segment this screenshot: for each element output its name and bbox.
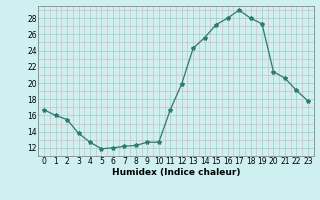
X-axis label: Humidex (Indice chaleur): Humidex (Indice chaleur) [112,168,240,177]
